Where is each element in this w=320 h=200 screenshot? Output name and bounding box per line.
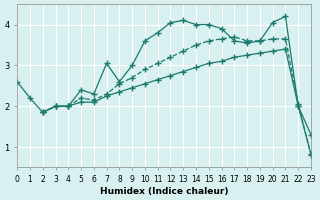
X-axis label: Humidex (Indice chaleur): Humidex (Indice chaleur) bbox=[100, 187, 228, 196]
